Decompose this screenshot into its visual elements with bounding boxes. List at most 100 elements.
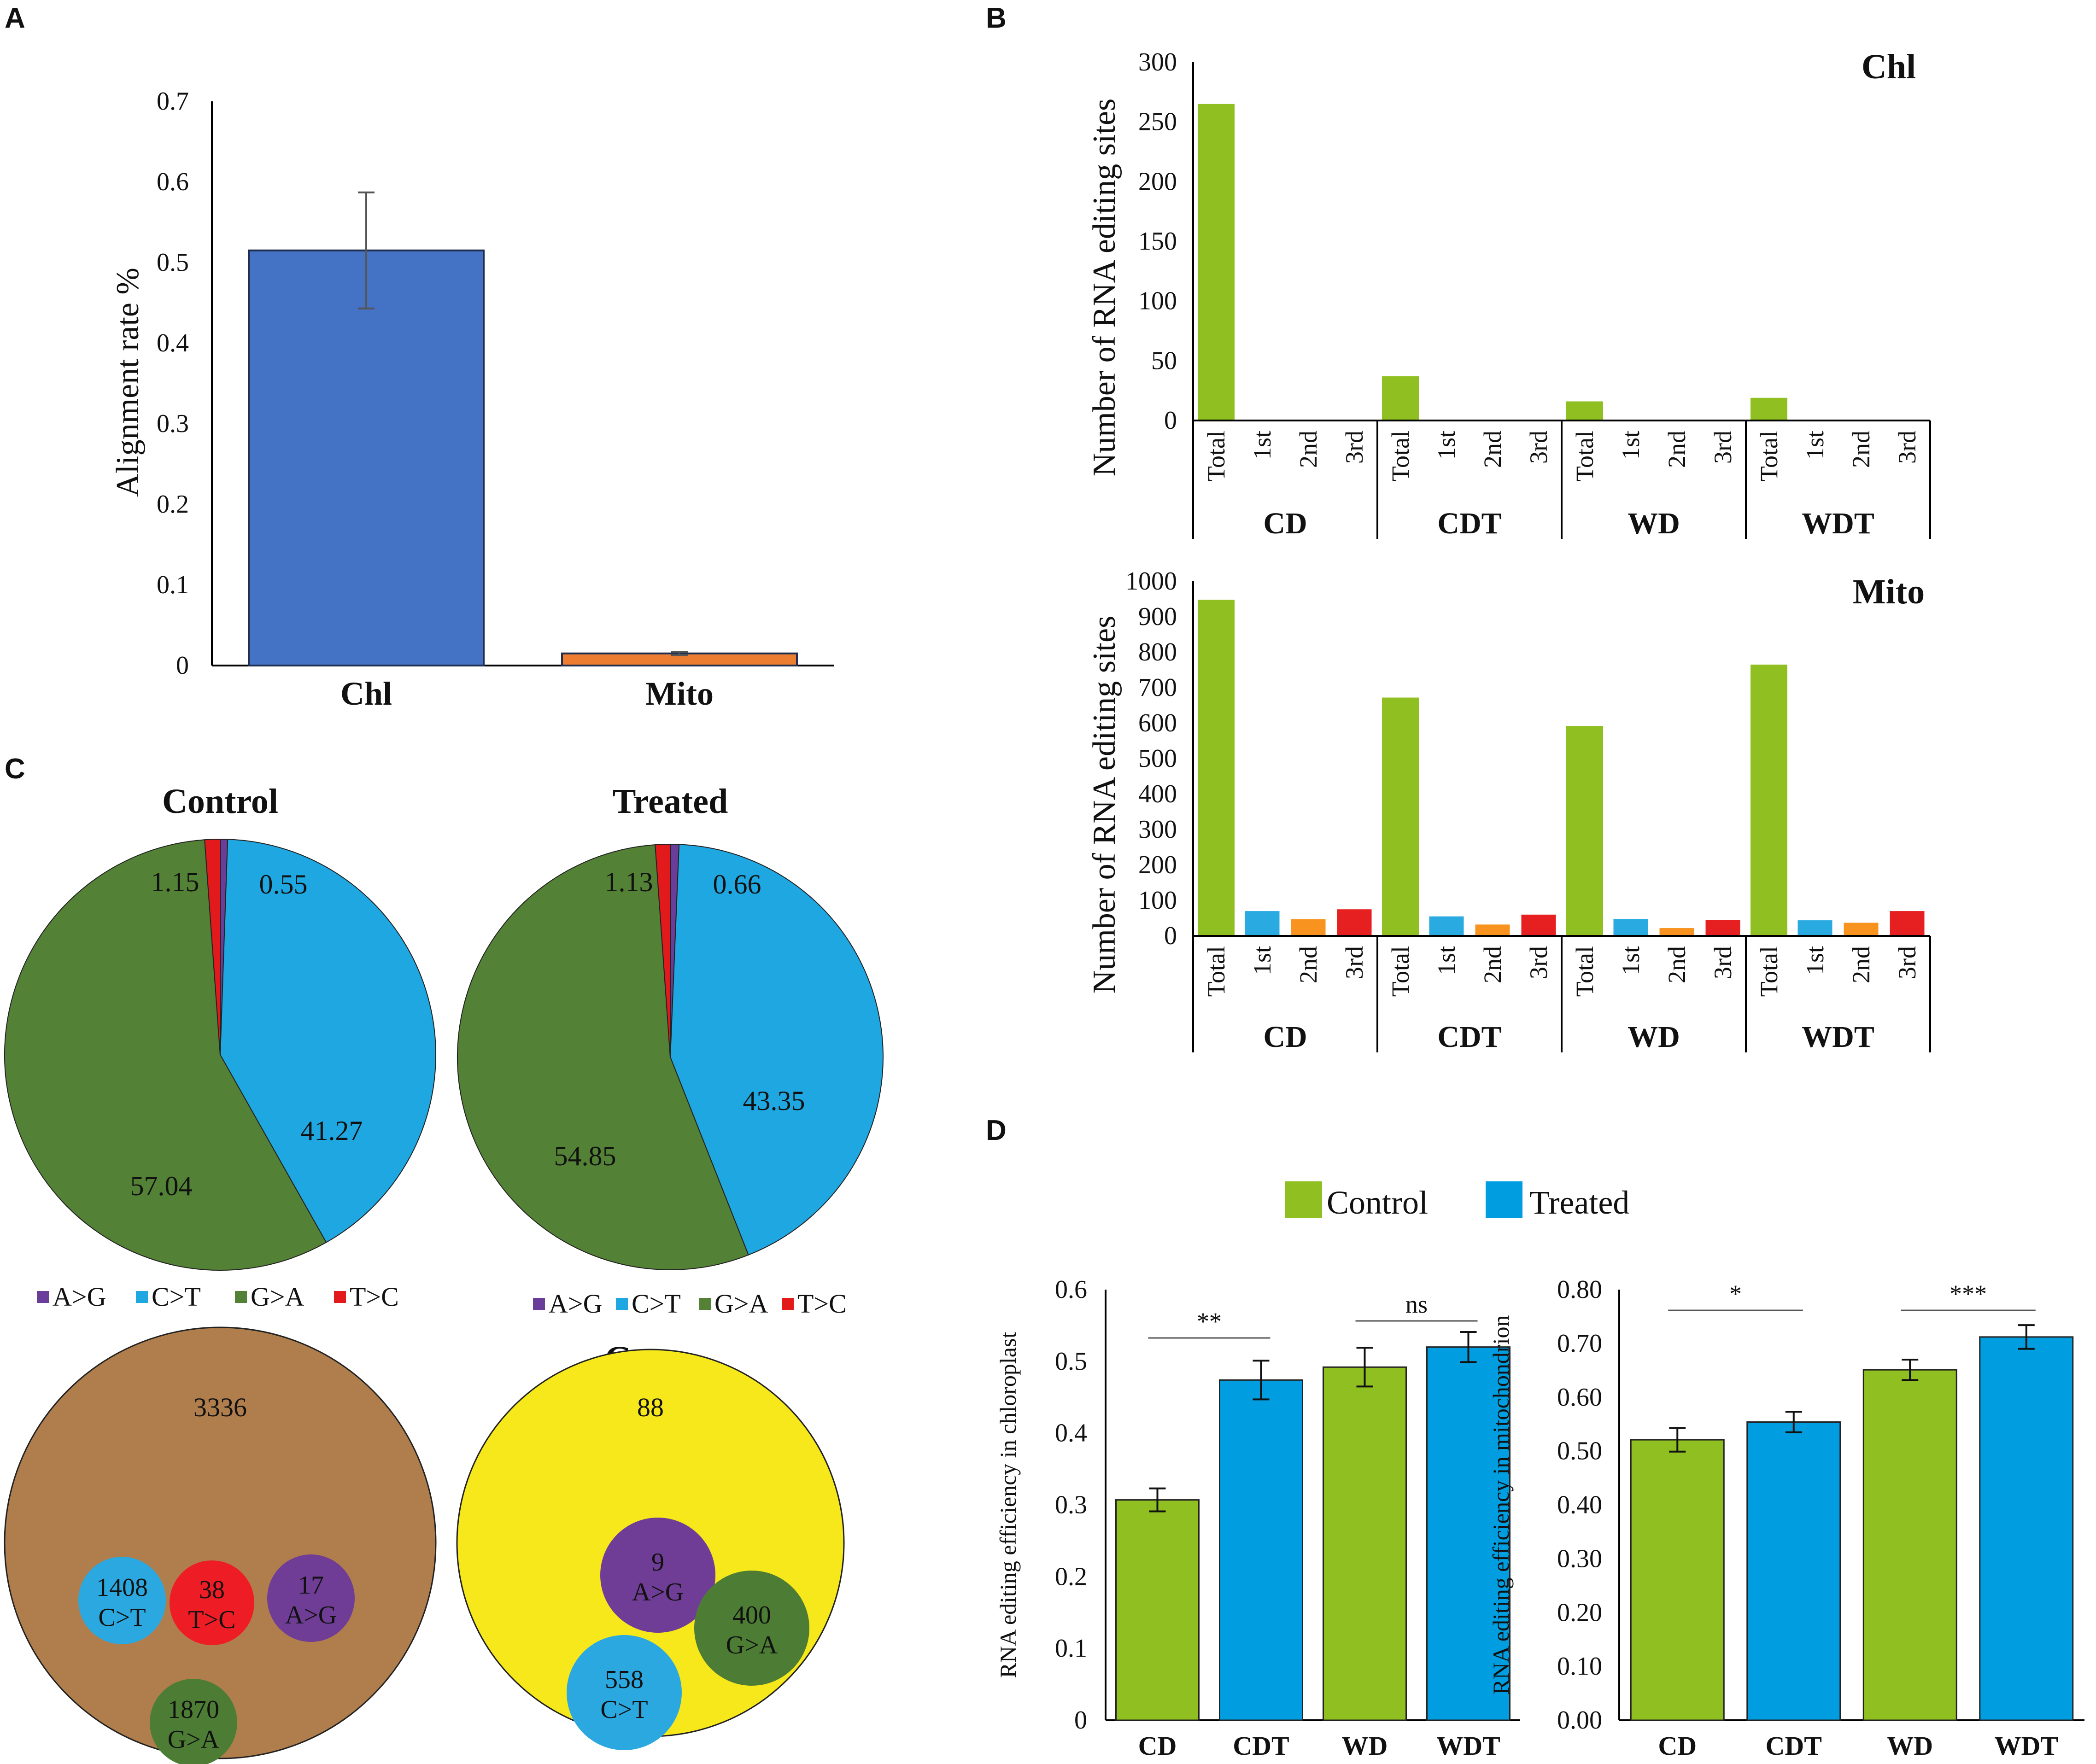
x-subcategory-label: 3rd (1525, 431, 1552, 464)
bubble (567, 1635, 682, 1750)
pie-treated: Treated 0.66 43.35 54.85 1.13 A>G C>T G>A T>C (457, 782, 884, 1319)
bar (1751, 397, 1787, 421)
y-tick-label: 500 (1138, 744, 1177, 773)
x-group-label: CD (1263, 507, 1307, 540)
x-group-label: WDT (1802, 1020, 1874, 1054)
chart-title: Control (162, 782, 278, 821)
y-tick-label: 400 (1138, 780, 1177, 808)
x-subcategory-label: 2nd (1479, 431, 1506, 468)
legend-swatch-treated (1486, 1181, 1522, 1218)
y-tick-label: 0 (1164, 922, 1177, 950)
panel-letter-c: C (5, 753, 25, 785)
y-tick-label: 0.80 (1557, 1275, 1602, 1304)
x-subcategory-label: 1st (1617, 946, 1645, 975)
pie-slice (457, 844, 749, 1270)
y-tick-label: 0.00 (1557, 1706, 1602, 1735)
legend-swatch (37, 1291, 49, 1303)
x-subcategory-label: Total (1387, 431, 1414, 481)
bar (1979, 1336, 2074, 1721)
bar (1198, 104, 1235, 421)
y-tick-label: 0.4 (1055, 1419, 1087, 1448)
pie-value-label: 1.13 (605, 867, 653, 897)
x-subcategory-label: 3rd (1709, 946, 1737, 979)
bar (1862, 1369, 1957, 1721)
x-category-label: Chl (340, 675, 392, 712)
bubble (267, 1554, 355, 1642)
x-subcategory-label: Total (1755, 431, 1783, 481)
bubble-label: G>A (168, 1725, 220, 1754)
chart-chl-editing-sites: 0 50 100 150 200 250 300 Chl Number of RNA editi… (1087, 47, 1931, 540)
bubble-count: 558 (605, 1665, 644, 1694)
y-tick-label: 0.5 (1055, 1347, 1087, 1376)
x-subcategory-label: 2nd (1663, 946, 1691, 983)
pie-control: Control 0.55 41.27 57.04 1.15 A>G C>T G>A T>C (4, 782, 436, 1312)
y-tick-label: 0.60 (1557, 1383, 1602, 1412)
x-subcategory-label: 2nd (1663, 431, 1691, 468)
x-group-label: WD (1628, 1020, 1680, 1054)
x-group-label: WD (1628, 507, 1680, 540)
x-category-label: CDT (1766, 1731, 1822, 1761)
bar (1115, 1499, 1200, 1721)
pie-value-label: 43.35 (743, 1086, 805, 1116)
y-tick-label: 0.1 (157, 571, 189, 599)
x-subcategory-label: 1st (1801, 431, 1829, 460)
legend-swatch (334, 1291, 346, 1303)
y-tick-label: 100 (1138, 886, 1177, 915)
y-tick-label: 700 (1138, 673, 1177, 702)
pie-value-label: 54.85 (554, 1141, 616, 1171)
outer-circle (4, 1326, 437, 1759)
bar (1751, 664, 1787, 936)
y-axis-title: Number of RNA editing sites (1087, 99, 1122, 476)
legend-d: Control Treated (1285, 1181, 1629, 1221)
x-subcategory-label: 1st (1433, 946, 1460, 975)
legend-label: T>C (350, 1282, 399, 1312)
y-tick-label: 150 (1138, 227, 1177, 256)
y-axis-title: Number of RNA editing sites (1087, 616, 1122, 993)
x-subcategory-label: 2nd (1294, 431, 1322, 468)
bar (1219, 1379, 1303, 1721)
bar (1245, 911, 1280, 936)
y-tick-label: 0.30 (1557, 1544, 1602, 1573)
x-subcategory-label: Total (1387, 946, 1414, 997)
y-tick-label: 300 (1138, 48, 1177, 76)
x-subcategory-label: 1st (1248, 431, 1276, 460)
y-tick-label: 0.5 (157, 248, 189, 277)
bar (1475, 924, 1510, 936)
bar (1705, 920, 1740, 936)
bar (1429, 916, 1464, 936)
chart-alignment-rate: 0 0.1 0.2 0.3 0.4 0.5 0.6 0.7 Chl Mito Alignment r… (110, 87, 834, 712)
legend-label: A>G (53, 1282, 106, 1312)
bar (1630, 1439, 1725, 1721)
legend-swatch (235, 1291, 247, 1303)
bubble (694, 1571, 809, 1686)
x-subcategory-label: Total (1755, 946, 1783, 997)
bar (248, 249, 485, 666)
y-tick-label: 0.7 (157, 87, 189, 116)
bar (1659, 928, 1694, 936)
panel-letter-d: D (986, 1115, 1007, 1146)
y-tick-label: 0.1 (1055, 1634, 1087, 1663)
y-tick-label: 200 (1138, 851, 1177, 879)
x-category-label: WD (1887, 1731, 1933, 1761)
y-tick-label: 0 (1074, 1706, 1087, 1735)
pie-value-label: 57.04 (130, 1171, 193, 1201)
x-group-label: WDT (1802, 507, 1874, 540)
total-count: 88 (637, 1392, 664, 1422)
y-tick-label: 900 (1138, 602, 1177, 631)
chart-mito-editing-sites: 0 100 200 300 400 500 600 700 800 900 1000 Mito Numb… (1087, 567, 1931, 1054)
bar (1566, 401, 1603, 421)
y-axis-title: RNA editing efficiency in mitochondrion (1488, 1315, 1514, 1695)
chart-chloroplast-efficiency: 0 0.1 0.2 0.3 0.4 0.5 0.6 RNA editing efficienc… (995, 1275, 1520, 1761)
y-tick-label: 0.6 (1055, 1275, 1087, 1304)
pie-value-label: 41.27 (301, 1116, 363, 1146)
bar (1323, 1366, 1407, 1721)
y-tick-label: 0.10 (1557, 1652, 1602, 1681)
significance-label: *** (1950, 1280, 1987, 1308)
legend-label: T>C (797, 1289, 847, 1319)
panel-letter-a: A (5, 2, 25, 34)
legend-label: G>A (251, 1282, 304, 1312)
bubble-count: 400 (732, 1601, 771, 1630)
y-tick-label: 600 (1138, 709, 1177, 737)
pie-value-label: 0.55 (259, 869, 308, 900)
